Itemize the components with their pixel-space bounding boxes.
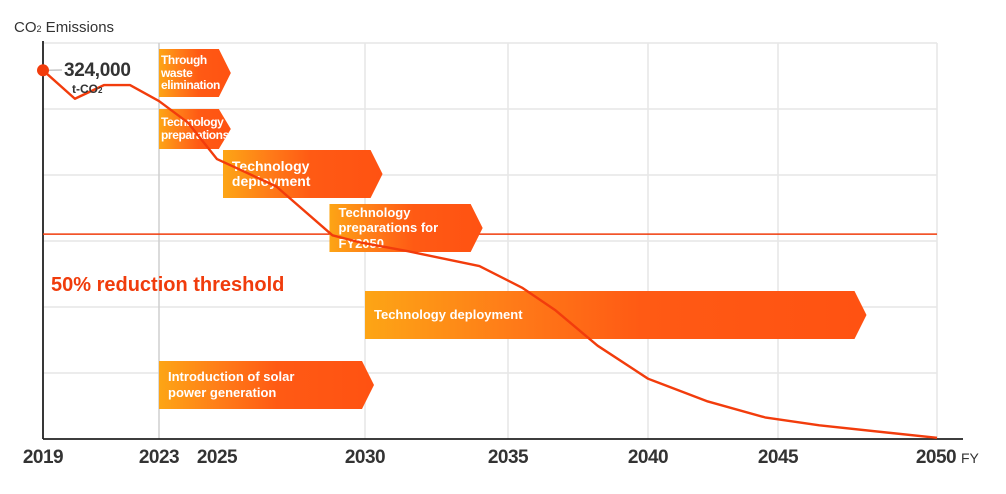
y-axis-label-sub: 2 [36,24,42,34]
x-tick-label: 2050 [915,447,957,468]
initiative-label: preparations for [338,220,439,236]
x-tick-label: 2035 [487,447,529,468]
initiative-label: FY2050 [338,235,385,251]
start-value-label: 324,000 [64,60,131,81]
start-unit-sub: 2 [98,86,103,95]
initiative-label: Through [161,53,207,68]
initiative-label: elimination [161,78,220,93]
start-unit-prefix: t-CO [72,82,98,96]
y-axis-label: CO2 Emissions [14,19,114,36]
initiative-arrow: Through waste elimination [159,49,231,97]
initiative-arrow: Technology preparations [159,109,231,149]
x-tick-label: 2040 [627,447,669,468]
y-axis-label-rest: Emissions [41,19,115,36]
initiative-label: Technology [231,157,310,174]
initiative-arrow: Introduction of solar power generation [159,361,374,409]
initiative-label: deployment [231,173,311,189]
initiative-arrow: Technology deployment [365,291,867,339]
y-axis-label-main: CO [14,19,37,36]
x-tick-label: 2045 [757,447,799,468]
initiative-label: Introduction of solar [168,369,295,385]
initiative-label: power generation [168,385,277,400]
x-tick-label: 2023 [138,447,180,468]
initiative-label: preparations [161,128,229,142]
x-tick-label: 2019 [22,447,64,468]
initiative-arrow: Technology preparations for FY2050 [329,204,482,252]
initiative-label: Technology [338,204,411,220]
initiative-label: Technology deployment [374,307,523,323]
x-tick-label: 2025 [196,447,238,468]
start-unit-label: t-CO2 [72,82,102,96]
x-tick-label: 2030 [344,447,386,468]
threshold-label: 50% reduction threshold [51,274,285,296]
initiative-arrow: Technology deployment [223,150,383,198]
x-axis-unit: FY [961,450,979,466]
